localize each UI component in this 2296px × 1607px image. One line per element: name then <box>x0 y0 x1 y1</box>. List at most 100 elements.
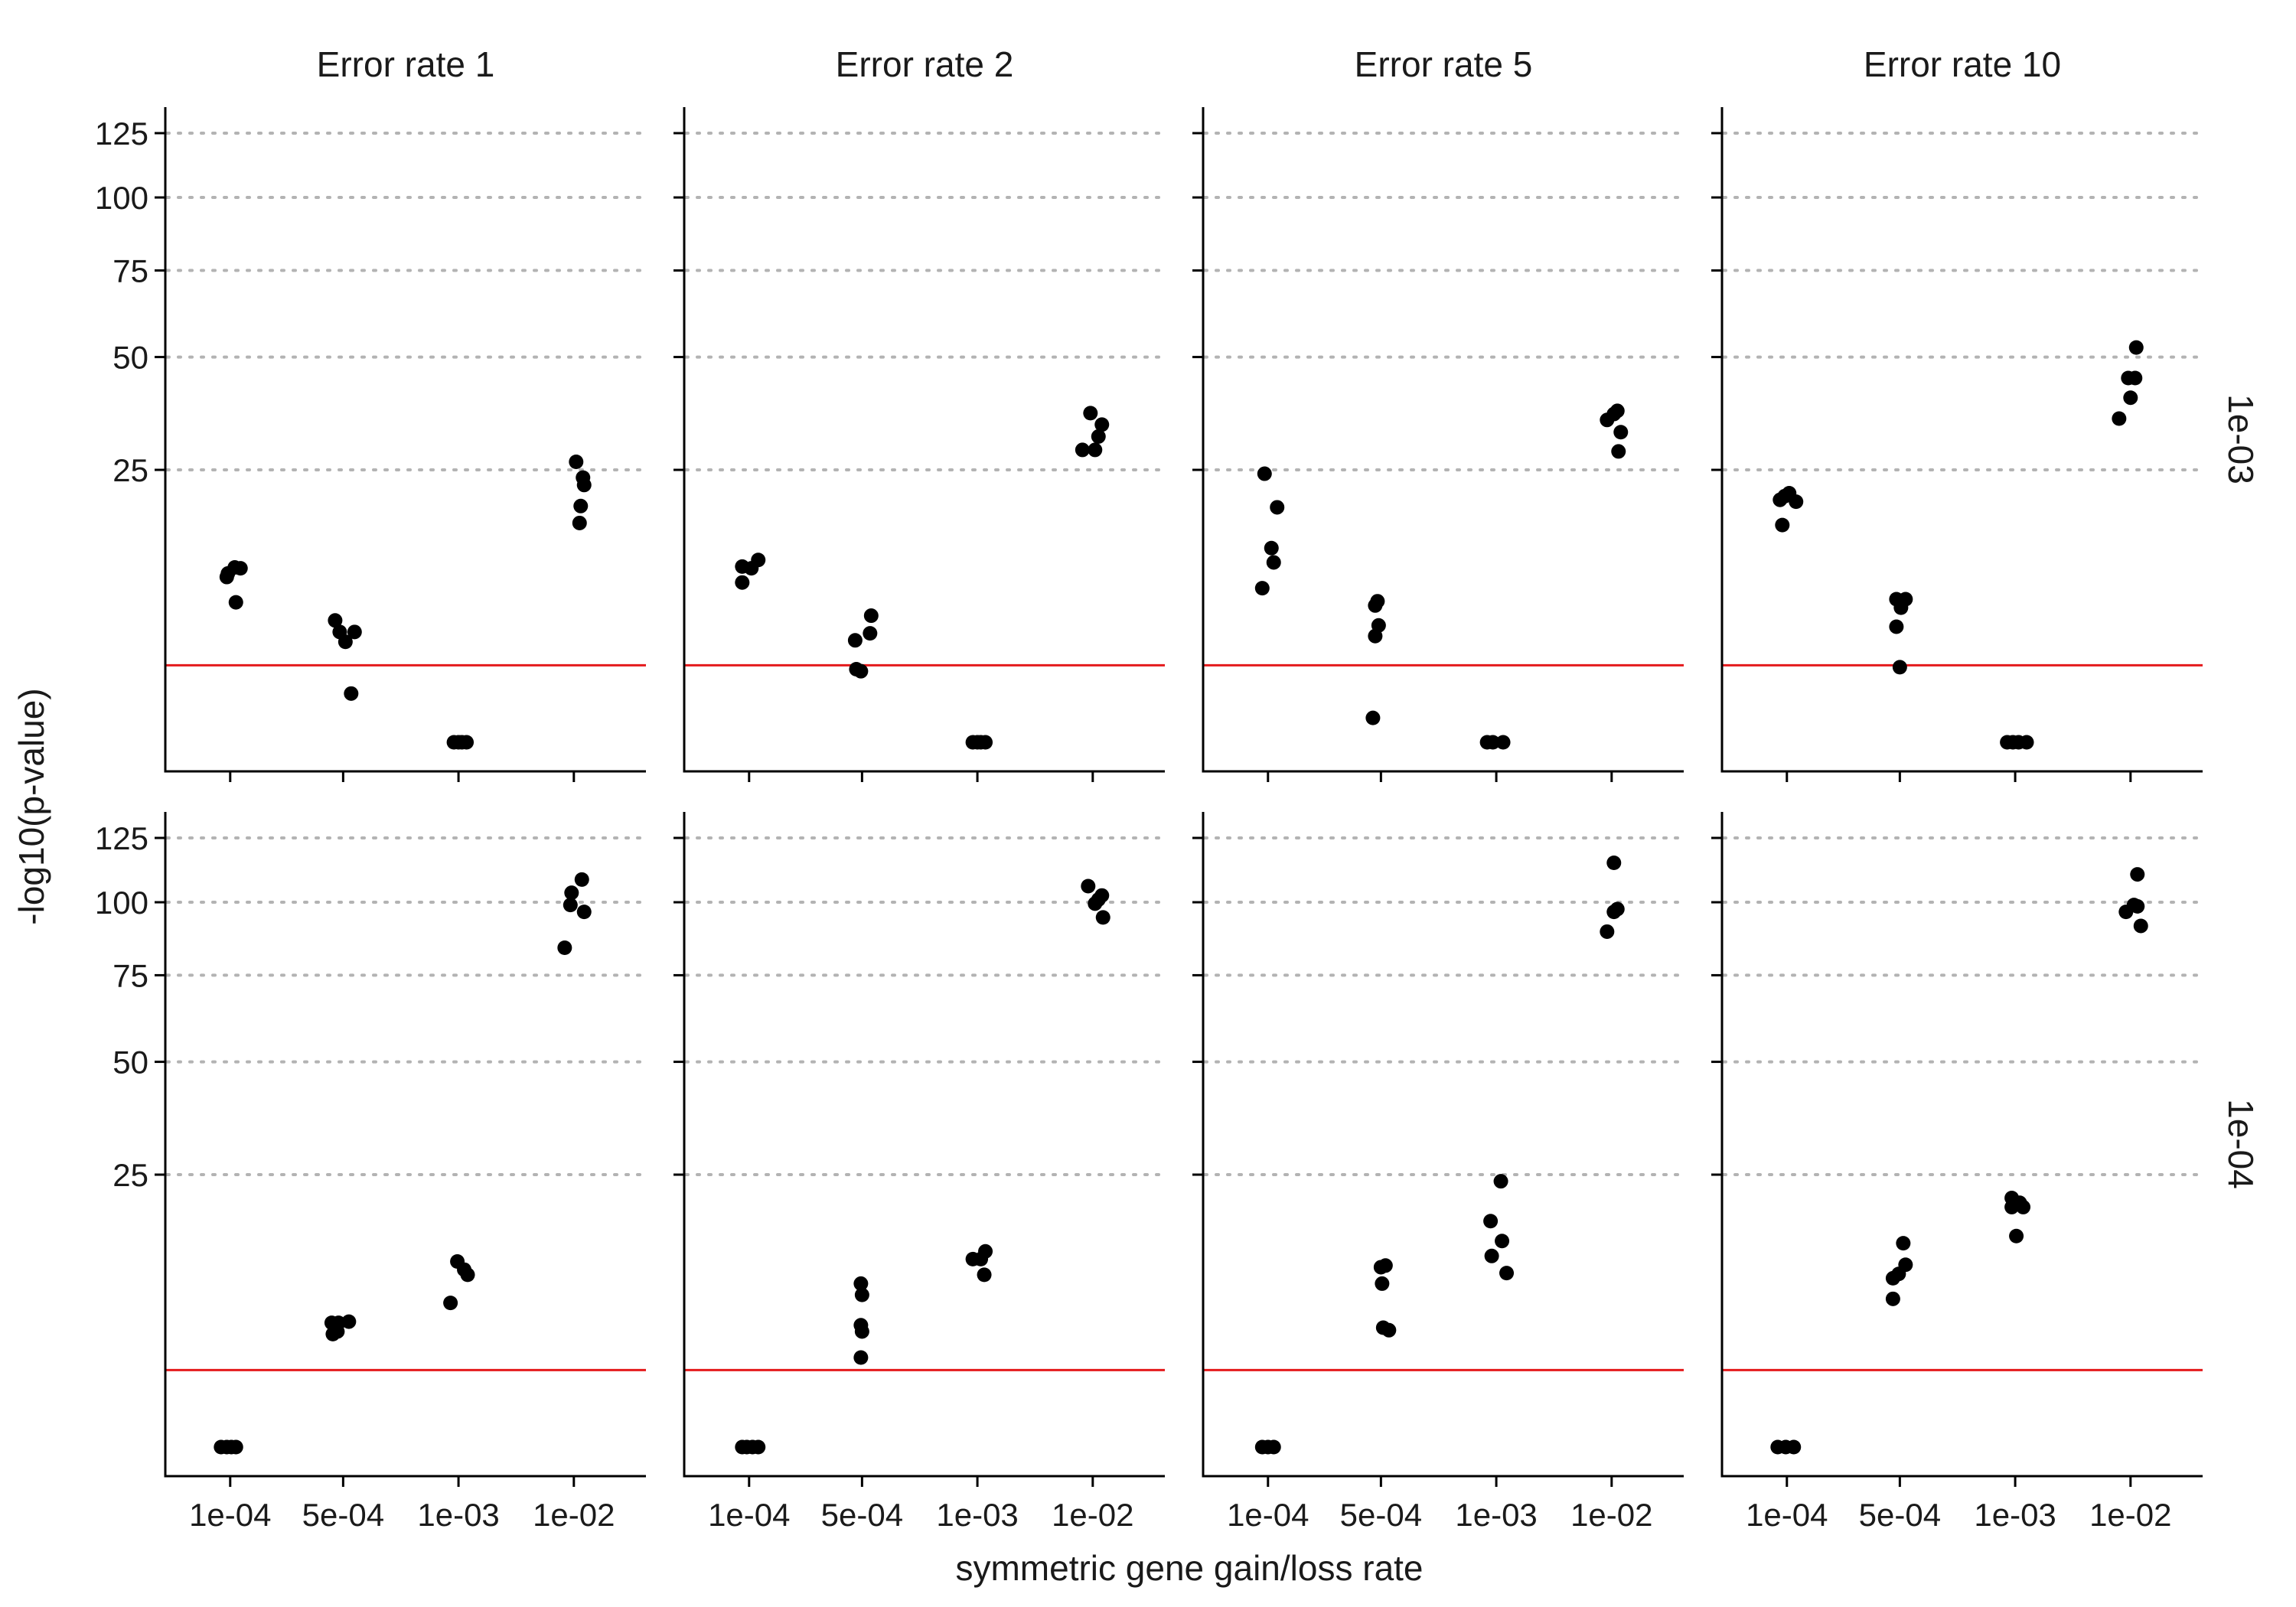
data-point <box>1892 660 1907 675</box>
data-point <box>1365 710 1381 725</box>
facet-panel <box>1711 812 2204 1487</box>
x-tick-label: 1e-02 <box>2089 1497 2171 1533</box>
panel-axis-lines <box>1202 812 1684 1478</box>
data-point <box>1254 581 1270 596</box>
data-point <box>1095 910 1110 925</box>
x-tick-label: 5e-04 <box>1859 1497 1941 1533</box>
data-point <box>1368 598 1383 613</box>
row-strip-label: 1e-04 <box>2221 1099 2261 1189</box>
data-point <box>1266 1439 1281 1455</box>
data-point <box>344 686 359 701</box>
y-tick-label: 25 <box>113 452 148 488</box>
data-point <box>1775 517 1790 533</box>
data-point <box>2130 898 2145 914</box>
chart-labels: -log10(p-value) symmetric gene gain/loss… <box>11 688 1424 1588</box>
data-point <box>2016 1199 2031 1214</box>
facet-panel <box>155 107 647 782</box>
data-point <box>1083 406 1098 421</box>
data-point <box>1789 494 1804 510</box>
y-tick-label: 125 <box>95 820 148 856</box>
facet-panel <box>673 107 1166 782</box>
data-point <box>1264 540 1279 556</box>
data-point <box>228 1439 243 1455</box>
column-strip-label: Error rate 5 <box>1355 44 1533 84</box>
data-point <box>1613 425 1629 440</box>
data-point <box>563 898 578 913</box>
data-point <box>1075 442 1090 458</box>
data-point <box>460 1267 475 1283</box>
data-point <box>328 613 343 628</box>
x-tick-label: 1e-03 <box>936 1497 1018 1533</box>
data-point <box>2009 1228 2024 1244</box>
data-point <box>1495 735 1511 750</box>
x-tick-label: 5e-04 <box>302 1497 384 1533</box>
x-tick-label: 1e-04 <box>1227 1497 1309 1533</box>
x-tick-label: 1e-04 <box>708 1497 790 1533</box>
data-point <box>1375 1276 1390 1291</box>
panel-axis-lines <box>164 812 646 1478</box>
data-point <box>569 454 584 469</box>
data-point <box>978 735 993 750</box>
data-point <box>863 608 879 624</box>
y-tick-label: 75 <box>113 253 148 288</box>
x-tick-label: 5e-04 <box>821 1497 903 1533</box>
y-tick-label: 50 <box>113 1045 148 1081</box>
x-tick-label: 1e-03 <box>417 1497 499 1533</box>
facet-panel <box>673 812 1166 1487</box>
data-point <box>2123 390 2138 406</box>
x-axis-title: symmetric gene gain/loss rate <box>955 1548 1423 1588</box>
data-point <box>1484 1248 1499 1263</box>
data-point <box>2128 370 2143 386</box>
data-point <box>853 663 869 679</box>
data-point <box>1606 905 1622 920</box>
x-tick-label: 1e-02 <box>1570 1497 1652 1533</box>
x-tick-label: 1e-03 <box>1455 1497 1537 1533</box>
facet-panel <box>1192 107 1685 782</box>
panel-axis-lines <box>1720 812 2203 1478</box>
data-point <box>576 478 592 493</box>
data-point <box>2112 411 2127 426</box>
x-tick-label: 1e-03 <box>1974 1497 2056 1533</box>
panel-axis-lines <box>683 107 1165 773</box>
data-point <box>1081 878 1096 894</box>
y-axis-title: -log10(p-value) <box>11 688 51 924</box>
facet-panel <box>155 812 647 1487</box>
data-point <box>564 885 579 901</box>
data-point <box>1499 1266 1515 1281</box>
data-point <box>751 553 766 568</box>
x-tick-label: 1e-02 <box>1052 1497 1133 1533</box>
facet-panel <box>1711 107 2204 782</box>
data-point <box>576 905 592 920</box>
data-point <box>1889 619 1904 634</box>
data-point <box>2118 905 2134 920</box>
panel-axis-lines <box>1720 107 2203 773</box>
facet-panel <box>1192 812 1685 1487</box>
data-point <box>853 1276 869 1291</box>
column-strip-label: Error rate 1 <box>317 44 495 84</box>
data-point <box>2019 735 2034 750</box>
data-point <box>735 575 750 590</box>
y-tick-label: 50 <box>113 340 148 376</box>
data-point <box>1091 429 1106 444</box>
data-point <box>228 595 243 610</box>
data-point <box>2133 918 2148 934</box>
y-tick-label: 100 <box>95 885 148 921</box>
data-point <box>572 515 587 530</box>
data-point <box>1486 735 1501 750</box>
data-point <box>1483 1214 1499 1229</box>
data-point <box>1088 896 1103 911</box>
data-point <box>341 1314 357 1329</box>
data-point <box>573 498 589 513</box>
row-strip-label: 1e-03 <box>2221 394 2261 484</box>
data-point <box>1786 1439 1802 1455</box>
data-point <box>2004 1199 2020 1214</box>
data-point <box>443 1296 458 1311</box>
column-strip-label: Error rate 10 <box>1864 44 2061 84</box>
data-point <box>1885 1291 1900 1306</box>
data-point <box>978 1244 993 1259</box>
data-point <box>347 624 362 640</box>
y-tick-label: 75 <box>113 957 148 993</box>
x-tick-label: 1e-04 <box>1746 1497 1828 1533</box>
